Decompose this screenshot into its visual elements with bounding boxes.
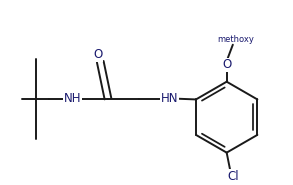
Text: Cl: Cl — [228, 170, 239, 183]
Text: O: O — [93, 48, 103, 61]
Text: methoxy: methoxy — [217, 35, 254, 44]
Text: NH: NH — [64, 92, 81, 105]
Text: O: O — [222, 58, 231, 71]
Text: HN: HN — [161, 92, 178, 105]
